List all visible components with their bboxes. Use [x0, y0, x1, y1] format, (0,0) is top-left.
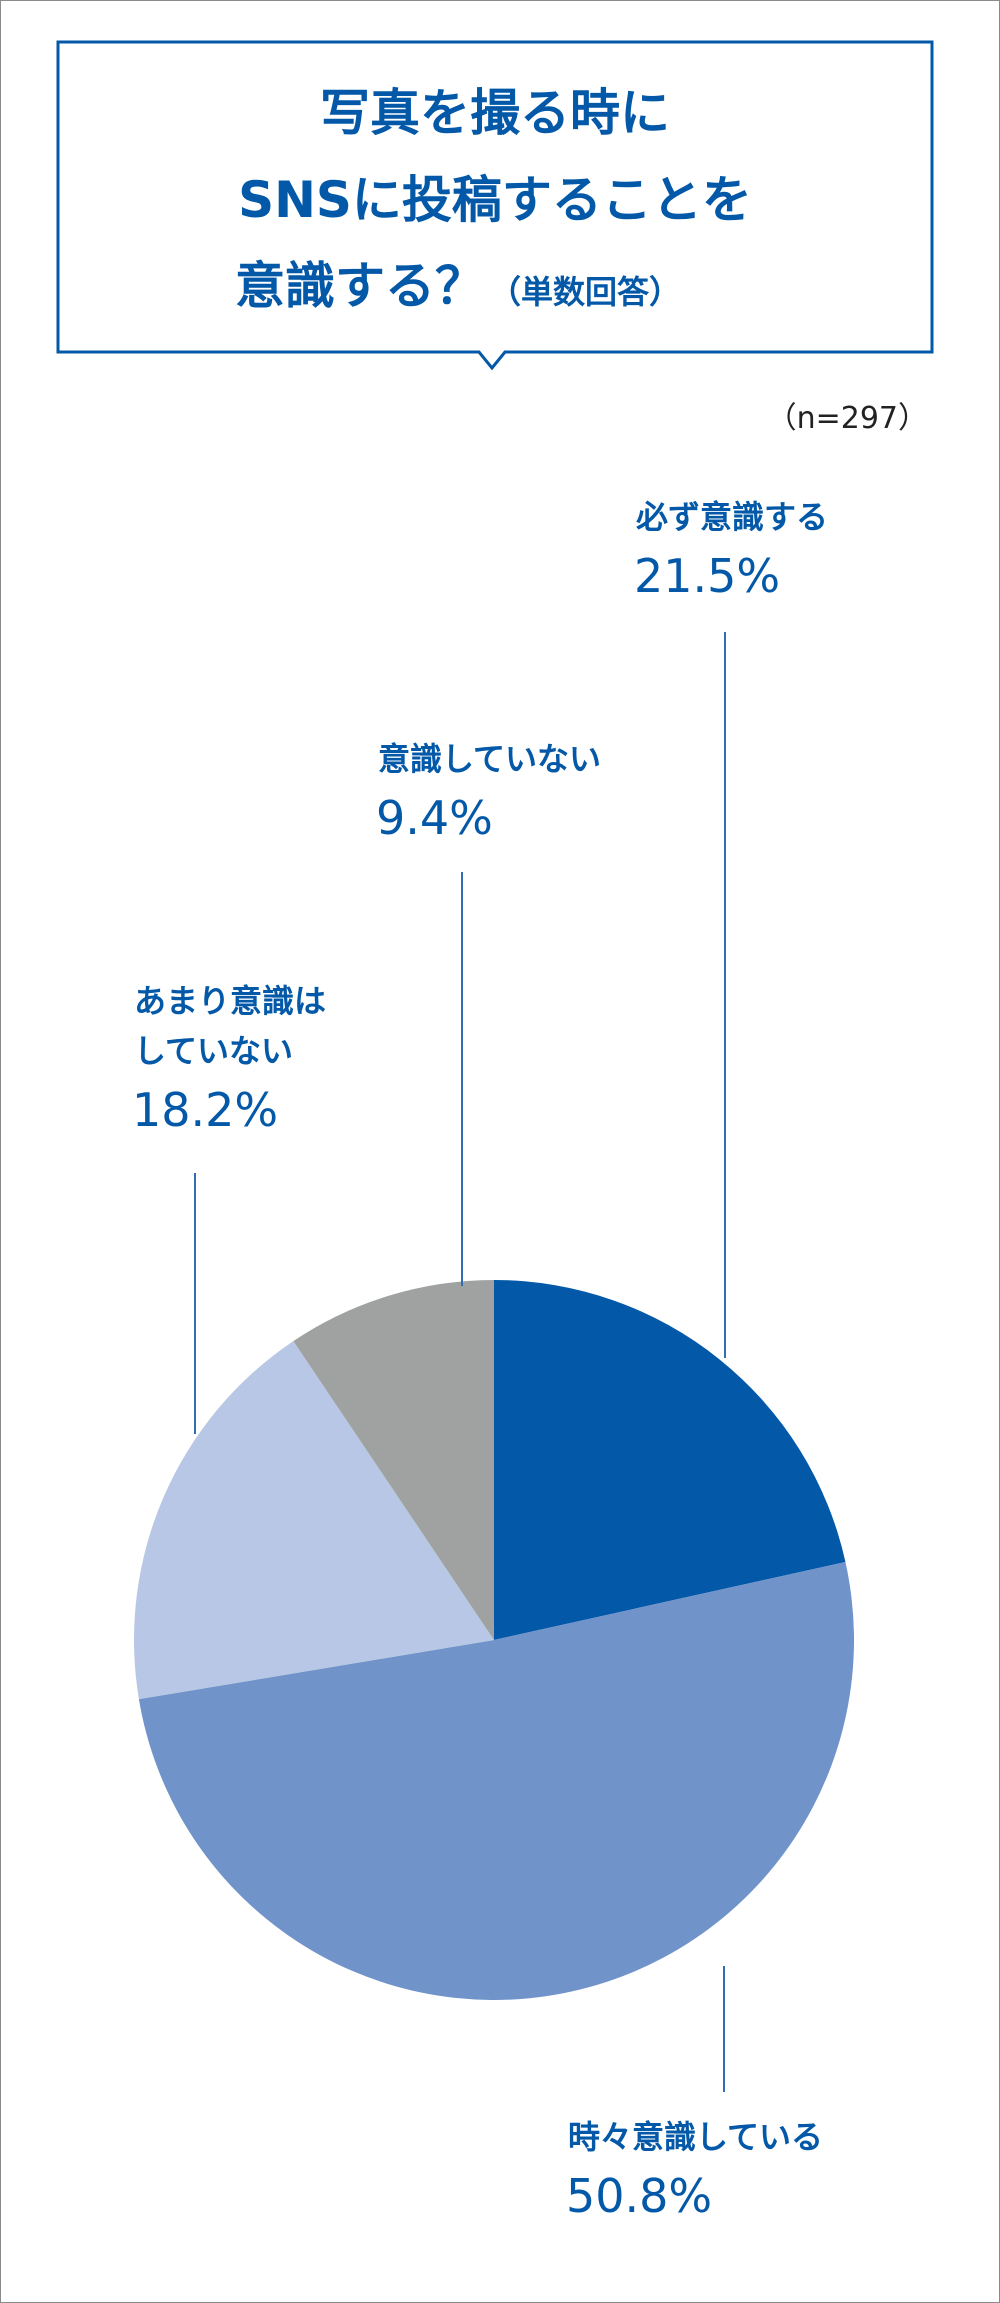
pie-slice — [138, 1561, 855, 2000]
slice-value-label: 18.2% — [132, 1083, 278, 1137]
pie-slices — [134, 1280, 855, 2000]
slice-value-label: 21.5% — [634, 549, 780, 603]
slice-label: していない — [134, 1032, 293, 1070]
chart-title-line-1: 写真を撮る時に — [320, 84, 670, 142]
title-box-outline — [56, 40, 934, 371]
slice-label: 意識していない — [378, 740, 601, 778]
slice-label: 必ず意識する — [636, 498, 828, 536]
pie-leader-lines — [194, 632, 726, 2092]
slice-label: 時々意識している — [568, 2118, 823, 2156]
sample-size: （n=297） — [767, 401, 928, 436]
slice-value-label: 50.8% — [566, 2169, 712, 2223]
chart-title-text-3: 意識する？ — [235, 257, 485, 315]
slice-label: あまり意識は — [134, 982, 326, 1020]
chart-title-note: （単数回答） — [489, 273, 681, 311]
pie-slice — [494, 1280, 846, 1640]
title-box: 写真を撮る時に SNSに投稿することを 意識する？ （単数回答） — [56, 40, 934, 371]
slice-value-label: 9.4% — [376, 791, 493, 845]
pie-slice — [293, 1280, 494, 1640]
chart-title-line-2: SNSに投稿することを — [238, 171, 752, 229]
chart-title-line-3: 意識する？ （単数回答） — [235, 257, 681, 315]
pie-slice — [134, 1341, 495, 1700]
